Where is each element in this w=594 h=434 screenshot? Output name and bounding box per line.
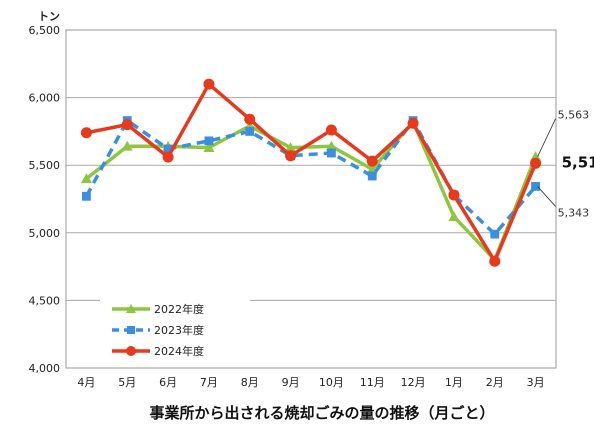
x-tick-label: 7月 [200, 376, 218, 389]
square-marker [531, 182, 540, 191]
y-tick-label: 6,000 [29, 92, 61, 105]
circle-marker [80, 127, 92, 139]
square-marker [127, 326, 135, 334]
triangle-marker [126, 304, 136, 313]
circle-marker [121, 119, 133, 131]
annotation-leader [537, 118, 556, 157]
y-tick-label: 5,000 [29, 227, 61, 240]
circle-marker [448, 189, 460, 201]
annotation-value: 5,514 [562, 153, 594, 171]
circle-marker [162, 151, 174, 163]
square-marker [327, 148, 336, 158]
x-tick-label: 1月 [445, 376, 463, 389]
series-group [80, 78, 542, 267]
annotation-value: 5,343 [558, 206, 590, 219]
annotations: 5,563 5,514 5,343 [537, 109, 594, 219]
circle-marker [126, 346, 136, 356]
legend-label: 2023年度 [154, 323, 204, 337]
y-tick-label: 4,500 [29, 294, 61, 307]
y-axis-ticks: 4,000 4,500 5,000 5,500 6,000 6,500 [29, 24, 61, 375]
triangle-marker [285, 142, 297, 153]
x-tick-label: 4月 [77, 376, 95, 389]
legend: 2022年度 2023年度 2024年度 [100, 297, 250, 363]
annotation-leader [537, 186, 556, 207]
series-2024年度 [80, 78, 542, 267]
square-marker [204, 136, 214, 146]
circle-marker [366, 155, 378, 167]
circle-marker [325, 124, 337, 136]
x-axis-ticks: 4月 5月 6月 7月 8月 9月 10月 11月 12月 1月 2月 3月 [77, 376, 544, 389]
square-marker [245, 127, 255, 136]
y-tick-label: 4,000 [29, 362, 61, 375]
triangle-marker [80, 173, 92, 184]
x-tick-label: 9月 [282, 376, 300, 389]
x-tick-label: 2月 [486, 376, 504, 389]
circle-marker [285, 150, 297, 162]
series-line [86, 82, 538, 263]
triangle-marker [448, 211, 460, 221]
series-line [84, 118, 537, 236]
circle-marker [203, 78, 215, 90]
circle-marker [489, 255, 501, 267]
circle-marker [244, 113, 256, 125]
x-tick-label: 3月 [527, 376, 545, 389]
square-marker [367, 171, 377, 181]
annotation-value: 5,563 [558, 109, 590, 122]
triangle-marker [121, 140, 133, 151]
x-tick-label: 10月 [319, 376, 344, 389]
y-tick-label: 6,500 [29, 24, 61, 37]
x-tick-label: 5月 [118, 376, 136, 389]
x-axis-title: 事業所から出される焼却ごみの量の推移（月ごと） [149, 404, 494, 422]
triangle-marker [203, 142, 215, 153]
legend-label: 2022年度 [154, 302, 204, 316]
square-marker [163, 144, 173, 154]
unit-label: トン [38, 10, 60, 23]
x-tick-label: 8月 [241, 376, 259, 389]
square-marker [490, 229, 500, 239]
legend-label: 2024年度 [154, 344, 204, 358]
x-tick-label: 11月 [360, 376, 385, 389]
square-marker [82, 191, 91, 201]
x-tick-label: 6月 [159, 376, 177, 389]
y-tick-label: 5,500 [29, 159, 61, 172]
triangle-marker [325, 140, 337, 151]
x-tick-label: 12月 [401, 376, 426, 389]
circle-marker [407, 117, 419, 129]
circle-marker [530, 157, 542, 169]
